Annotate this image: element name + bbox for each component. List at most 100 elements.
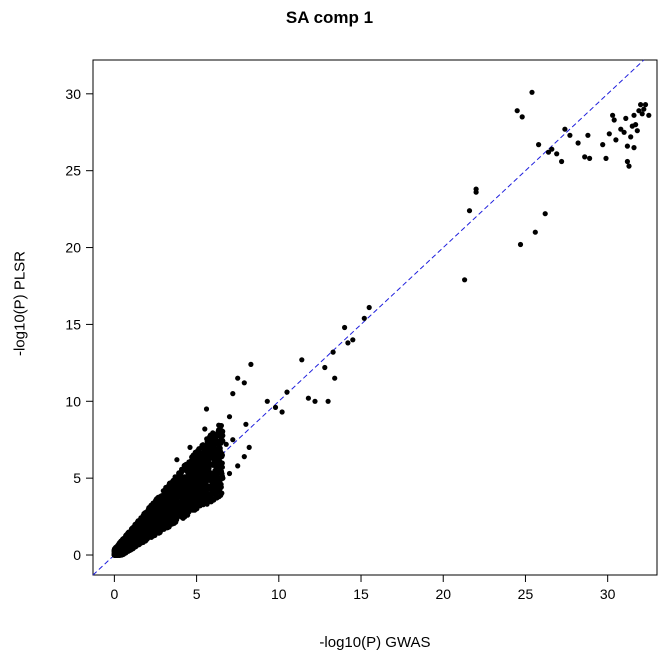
data-point xyxy=(167,483,173,489)
data-point xyxy=(624,143,631,149)
x-axis-label: -log10(P) GWAS xyxy=(319,634,431,651)
data-point xyxy=(114,552,120,558)
data-point xyxy=(154,504,160,510)
data-point xyxy=(161,526,167,532)
data-point xyxy=(211,436,217,442)
data-point xyxy=(156,521,162,527)
data-point xyxy=(180,503,186,509)
data-point xyxy=(202,482,208,488)
data-point xyxy=(185,467,191,473)
data-point xyxy=(631,145,637,151)
data-point xyxy=(284,389,290,395)
chart-title: SA comp 1 xyxy=(285,8,374,27)
data-point xyxy=(200,477,206,483)
x-tick-label: 25 xyxy=(518,586,534,602)
x-tick-label: 10 xyxy=(271,586,287,602)
data-point xyxy=(575,140,581,146)
data-point xyxy=(134,527,140,534)
data-point xyxy=(182,462,188,468)
data-point xyxy=(202,426,208,432)
data-point xyxy=(330,349,336,355)
data-point xyxy=(210,455,216,461)
data-point xyxy=(188,460,194,466)
data-point xyxy=(123,532,129,539)
data-point xyxy=(194,494,200,500)
data-point xyxy=(545,149,552,155)
data-point xyxy=(554,151,560,157)
data-point xyxy=(226,414,233,420)
x-tick-label: 15 xyxy=(353,586,369,602)
data-point xyxy=(549,146,555,152)
data-point xyxy=(192,459,198,466)
data-point xyxy=(219,460,225,466)
data-point xyxy=(195,489,202,495)
data-point xyxy=(207,486,213,492)
data-point xyxy=(517,241,524,248)
data-point xyxy=(621,129,627,135)
data-point xyxy=(121,546,127,552)
data-point xyxy=(131,532,137,538)
data-point xyxy=(345,340,351,346)
data-point xyxy=(628,134,634,140)
data-point xyxy=(638,102,644,108)
data-point xyxy=(200,490,206,497)
data-point xyxy=(190,470,196,477)
data-point xyxy=(223,441,229,447)
data-point xyxy=(230,437,236,443)
data-point xyxy=(542,211,548,217)
data-point xyxy=(204,445,210,451)
data-point xyxy=(350,337,356,343)
data-point xyxy=(206,468,212,474)
data-point xyxy=(218,453,224,459)
data-point xyxy=(213,481,219,487)
data-point xyxy=(642,102,649,108)
x-tick-label: 20 xyxy=(435,586,451,602)
y-tick-label: 0 xyxy=(73,547,81,563)
axis-ticks: 0 5 10 15 20 25 30 0 5 10 15 20 25 30 xyxy=(65,86,615,602)
data-point xyxy=(646,112,652,118)
data-point xyxy=(182,481,189,487)
data-point xyxy=(141,521,147,527)
data-point xyxy=(623,115,629,121)
data-point xyxy=(214,495,220,501)
data-points xyxy=(111,89,652,558)
data-point xyxy=(618,126,624,132)
y-tick-label: 15 xyxy=(65,316,81,332)
y-tick-label: 10 xyxy=(65,393,81,409)
reference-line xyxy=(92,59,645,576)
data-point xyxy=(151,507,157,513)
data-point xyxy=(332,375,338,381)
data-point xyxy=(157,529,163,535)
data-point xyxy=(613,137,619,143)
data-point xyxy=(216,427,222,433)
data-point xyxy=(218,492,224,498)
data-point xyxy=(611,117,617,123)
data-point xyxy=(567,132,573,138)
data-point xyxy=(634,128,640,134)
data-point xyxy=(184,491,190,497)
data-point xyxy=(178,491,184,497)
data-point xyxy=(148,512,154,518)
data-point xyxy=(264,398,270,404)
data-point xyxy=(183,508,189,514)
data-point xyxy=(203,460,210,466)
data-point xyxy=(144,518,150,524)
data-point xyxy=(179,474,185,480)
data-point xyxy=(631,112,637,118)
data-point xyxy=(157,514,164,520)
data-point xyxy=(299,357,305,363)
data-point xyxy=(248,361,254,367)
y-tick-label: 30 xyxy=(65,86,81,102)
data-point xyxy=(562,126,568,132)
data-point xyxy=(246,444,252,450)
data-point xyxy=(312,398,318,404)
data-point xyxy=(164,494,170,500)
data-point xyxy=(641,106,647,112)
data-point xyxy=(190,477,196,483)
y-tick-label: 5 xyxy=(73,470,81,486)
data-point xyxy=(241,454,247,460)
data-point xyxy=(132,544,138,550)
data-point xyxy=(138,524,144,530)
data-point xyxy=(519,114,525,120)
